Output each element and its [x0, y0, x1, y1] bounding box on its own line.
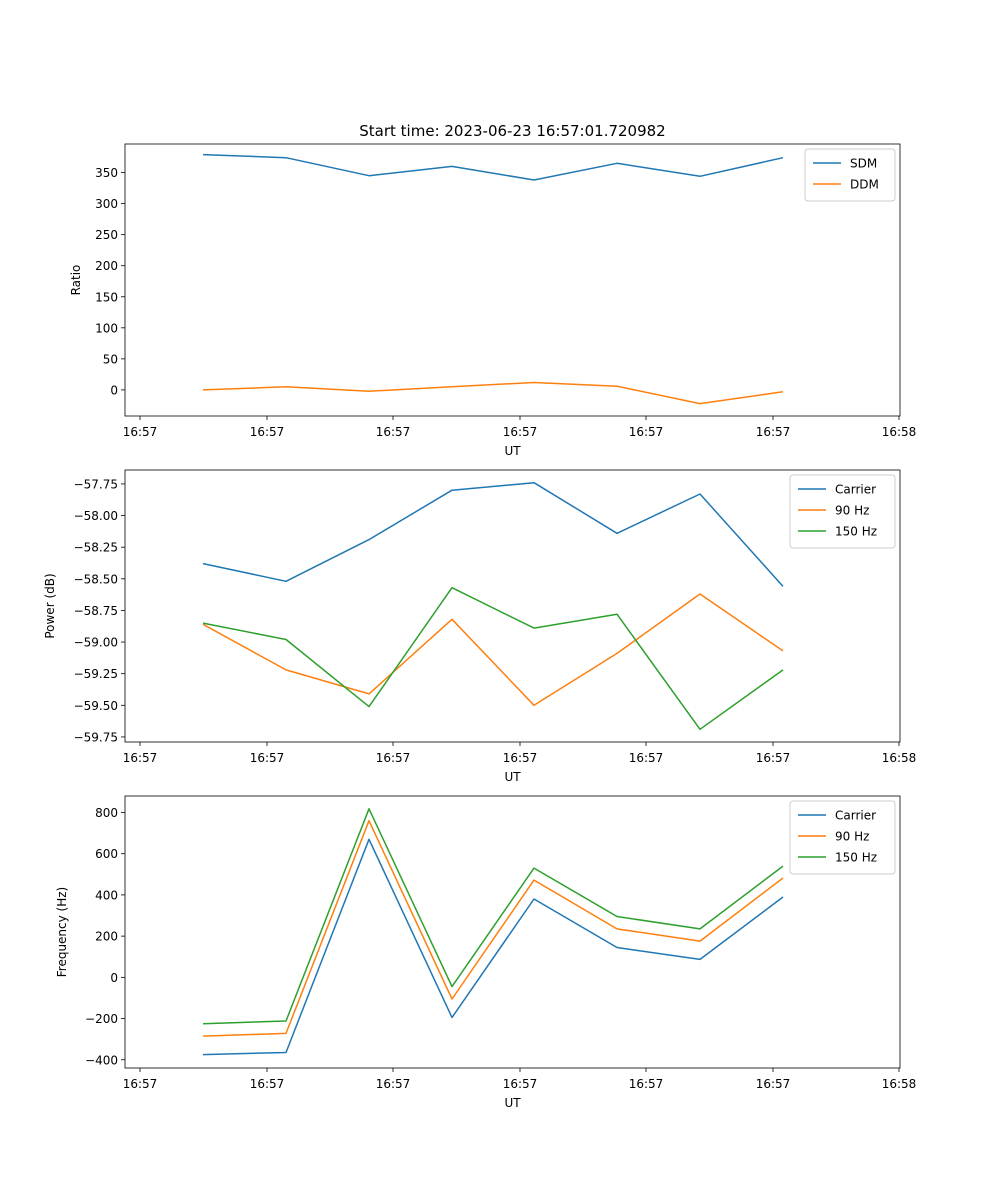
y-tick-label: −59.00	[74, 636, 118, 650]
y-tick-label: −58.50	[74, 572, 118, 586]
legend: Carrier 90 Hz 150 Hz	[789, 800, 896, 875]
x-tick-label: 16:57	[756, 425, 791, 439]
x-tick-label: 16:57	[250, 751, 285, 765]
x-tick-label: 16:57	[756, 751, 791, 765]
series-line-sdm	[202, 153, 784, 181]
x-axis-label: UT	[504, 444, 521, 458]
x-tick-label: 16:57	[376, 1077, 411, 1091]
x-tick-label: 16:57	[503, 1077, 538, 1091]
x-tick-label: 16:58	[882, 751, 917, 765]
y-axis-label: Ratio	[69, 265, 83, 296]
series-line-ddm	[202, 381, 784, 405]
axes-frame	[124, 795, 901, 1069]
y-tick-label: 200	[95, 930, 118, 944]
x-tick-label: 16:57	[376, 751, 411, 765]
axes-frame	[124, 143, 901, 417]
legend-box	[789, 474, 896, 549]
figure-title: Start time: 2023-06-23 16:57:01.720982	[359, 122, 665, 140]
x-axis-label: UT	[504, 1096, 521, 1110]
axes-frame	[124, 469, 901, 743]
y-tick-label: 300	[95, 197, 118, 211]
series-line-150-hz	[202, 808, 784, 1025]
y-tick-label: −400	[85, 1053, 118, 1067]
x-tick-label: 16:57	[123, 1077, 158, 1091]
y-axis-label: Frequency (Hz)	[55, 887, 69, 978]
x-tick-label: 16:57	[503, 751, 538, 765]
y-tick-label: 350	[95, 166, 118, 180]
y-axis-label: Power (dB)	[43, 573, 57, 638]
x-tick-label: 16:58	[882, 425, 917, 439]
x-tick-label: 16:57	[250, 1077, 285, 1091]
x-tick-label: 16:57	[503, 425, 538, 439]
legend-label: 150 Hz	[835, 851, 877, 865]
legend-label: DDM	[850, 178, 879, 192]
y-tick-label: 600	[95, 847, 118, 861]
y-tick-label: 800	[95, 806, 118, 820]
legend-label: SDM	[850, 157, 877, 171]
y-tick-label: 400	[95, 888, 118, 902]
x-tick-label: 16:57	[123, 751, 158, 765]
x-tick-label: 16:57	[629, 1077, 664, 1091]
x-tick-label: 16:57	[376, 425, 411, 439]
y-tick-label: 150	[95, 290, 118, 304]
y-tick-label: −58.00	[74, 509, 118, 523]
legend-label: Carrier	[835, 483, 876, 497]
x-tick-label: 16:58	[882, 1077, 917, 1091]
x-tick-label: 16:57	[629, 751, 664, 765]
series-line-90-hz	[202, 593, 784, 707]
series-line-90-hz	[202, 819, 784, 1037]
y-tick-label: 50	[103, 352, 118, 366]
legend-label: Carrier	[835, 809, 876, 823]
panel-3: 16:57 16:57 16:57 16:57 16:57 16:57 16:58 800 60…	[55, 795, 917, 1110]
legend: SDM DDM	[804, 148, 896, 202]
x-tick-label: 16:57	[123, 425, 158, 439]
legend-box	[804, 148, 896, 202]
legend-box	[789, 800, 896, 875]
y-tick-label: 250	[95, 228, 118, 242]
y-tick-label: −59.50	[74, 699, 118, 713]
x-tick-label: 16:57	[756, 1077, 791, 1091]
y-tick-label: −58.25	[74, 541, 118, 555]
legend-label: 90 Hz	[835, 504, 869, 518]
series-line-carrier	[202, 481, 784, 587]
legend: Carrier 90 Hz 150 Hz	[789, 474, 896, 549]
x-axis-label: UT	[504, 770, 521, 784]
x-tick-label: 16:57	[629, 425, 664, 439]
y-tick-label: 0	[110, 383, 118, 397]
y-tick-label: −200	[85, 1012, 118, 1026]
panel-2: 16:57 16:57 16:57 16:57 16:57 16:57 16:58 −57.7…	[43, 469, 917, 784]
y-tick-label: −59.75	[74, 730, 118, 744]
y-tick-label: −59.25	[74, 667, 118, 681]
legend-label: 150 Hz	[835, 525, 877, 539]
y-tick-label: 200	[95, 259, 118, 273]
legend-label: 90 Hz	[835, 830, 869, 844]
series-line-150-hz	[202, 586, 784, 731]
panel-1: 16:57 16:57 16:57 16:57 16:57 16:57 16:58 0 50 10…	[69, 143, 917, 458]
y-tick-label: 100	[95, 321, 118, 335]
y-tick-label: −57.75	[74, 477, 118, 491]
y-tick-label: 0	[110, 971, 118, 985]
series-line-carrier	[202, 838, 784, 1056]
x-tick-label: 16:57	[250, 425, 285, 439]
y-tick-label: −58.75	[74, 604, 118, 618]
